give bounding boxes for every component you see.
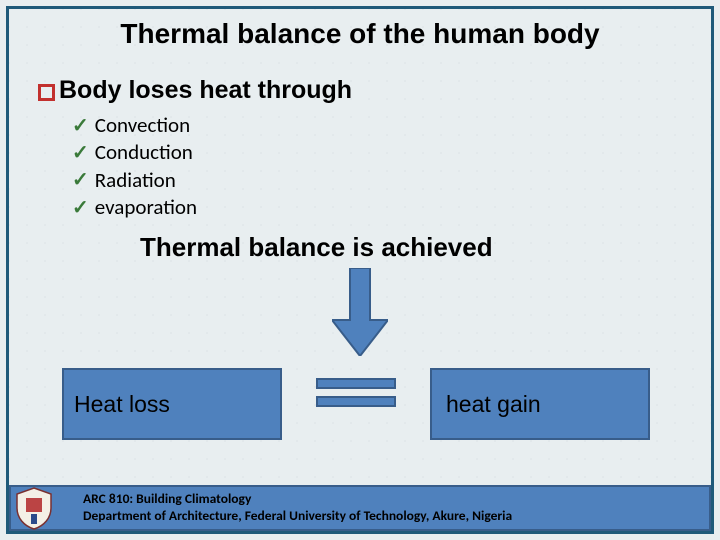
down-arrow-icon xyxy=(332,268,388,361)
slide-title: Thermal balance of the human body xyxy=(0,18,720,50)
list-item: ✓ evaporation xyxy=(72,194,197,221)
slide-footer: ARC 810: Building Climatology Department… xyxy=(9,485,711,531)
list-item-label: Convection xyxy=(95,112,190,139)
subheading: Thermal balance is achieved xyxy=(140,232,493,263)
section-heading-row: Body loses heat through xyxy=(38,76,352,105)
square-bullet-icon xyxy=(38,84,55,101)
university-logo-icon xyxy=(11,485,57,531)
check-icon: ✓ xyxy=(72,195,89,221)
section-heading: Body loses heat through xyxy=(59,76,352,105)
equals-bar xyxy=(316,396,396,407)
heat-gain-label: heat gain xyxy=(446,391,541,418)
list-item-label: evaporation xyxy=(95,194,197,221)
equals-icon xyxy=(316,378,396,414)
heat-gain-box: heat gain xyxy=(430,368,650,440)
check-icon: ✓ xyxy=(72,113,89,139)
list-item-label: Radiation xyxy=(95,167,176,194)
footer-line-2: Department of Architecture, Federal Univ… xyxy=(83,508,512,525)
check-icon: ✓ xyxy=(72,167,89,193)
list-item-label: Conduction xyxy=(95,139,193,166)
footer-text: ARC 810: Building Climatology Department… xyxy=(57,491,512,525)
check-icon: ✓ xyxy=(72,140,89,166)
heat-loss-list: ✓ Convection ✓ Conduction ✓ Radiation ✓ … xyxy=(72,112,197,221)
footer-line-1: ARC 810: Building Climatology xyxy=(83,491,512,508)
list-item: ✓ Radiation xyxy=(72,167,197,194)
list-item: ✓ Convection xyxy=(72,112,197,139)
heat-loss-label: Heat loss xyxy=(74,391,170,418)
heat-loss-box: Heat loss xyxy=(62,368,282,440)
list-item: ✓ Conduction xyxy=(72,139,197,166)
equals-bar xyxy=(316,378,396,389)
